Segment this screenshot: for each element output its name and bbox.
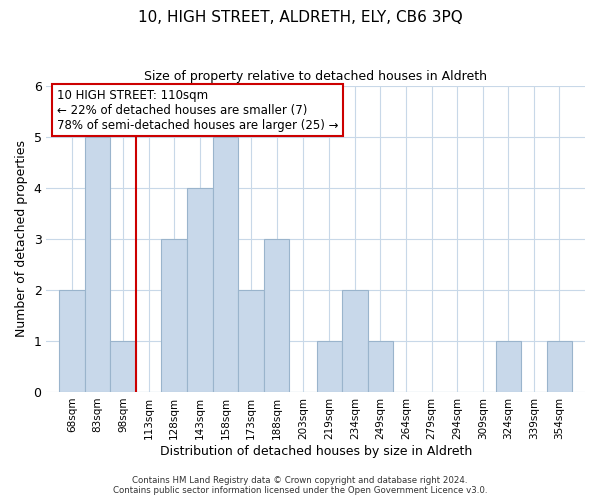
- Text: 10, HIGH STREET, ALDRETH, ELY, CB6 3PQ: 10, HIGH STREET, ALDRETH, ELY, CB6 3PQ: [137, 10, 463, 25]
- Text: Contains HM Land Registry data © Crown copyright and database right 2024.
Contai: Contains HM Land Registry data © Crown c…: [113, 476, 487, 495]
- Bar: [496, 341, 521, 392]
- Title: Size of property relative to detached houses in Aldreth: Size of property relative to detached ho…: [144, 70, 487, 83]
- Bar: [110, 341, 136, 392]
- Bar: [85, 136, 110, 392]
- Bar: [264, 239, 289, 392]
- Y-axis label: Number of detached properties: Number of detached properties: [15, 140, 28, 338]
- Bar: [212, 136, 238, 392]
- Text: 10 HIGH STREET: 110sqm
← 22% of detached houses are smaller (7)
78% of semi-deta: 10 HIGH STREET: 110sqm ← 22% of detached…: [57, 88, 338, 132]
- Bar: [342, 290, 368, 392]
- Bar: [238, 290, 264, 392]
- Bar: [547, 341, 572, 392]
- Bar: [161, 239, 187, 392]
- Bar: [187, 188, 212, 392]
- Bar: [368, 341, 393, 392]
- X-axis label: Distribution of detached houses by size in Aldreth: Distribution of detached houses by size …: [160, 444, 472, 458]
- Bar: [59, 290, 85, 392]
- Bar: [317, 341, 342, 392]
